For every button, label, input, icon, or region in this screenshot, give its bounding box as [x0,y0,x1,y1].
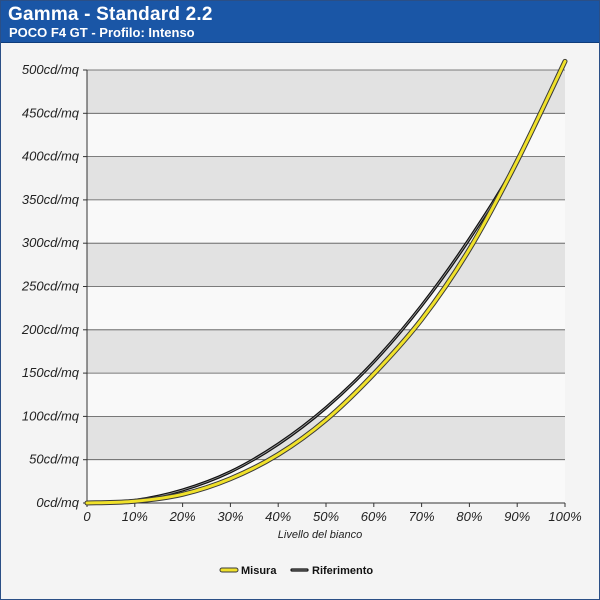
grid-band [87,243,565,287]
y-tick-label: 150cd/mq [22,365,80,380]
x-tick-label: 30% [217,509,243,524]
grid-band [87,416,565,460]
series-line-misura [85,59,567,505]
x-tick-label: 60% [361,509,387,524]
y-tick-label: 400cd/mq [22,149,80,164]
legend-label-misura: Misura [241,565,277,577]
grid-band [87,70,565,114]
y-tick-label: 0cd/mq [36,495,79,510]
y-tick-label: 200cd/mq [21,322,80,337]
grid-band [87,329,565,374]
chart-header: Gamma - Standard 2.2 POCO F4 GT - Profil… [1,1,599,43]
x-tick-label: 50% [313,509,339,524]
y-tick-label: 500cd/mq [22,62,80,77]
y-tick-label: 250cd/mq [21,279,80,294]
grid-band [87,156,565,200]
x-tick-label: 40% [265,509,291,524]
y-tick-label: 100cd/mq [22,408,80,423]
x-tick-label: 90% [504,509,530,524]
chart-title: Gamma - Standard 2.2 [8,4,213,25]
x-tick-label: 70% [409,509,435,524]
chart-subtitle: POCO F4 GT - Profilo: Intenso [9,25,195,40]
x-axis-title: Livello del bianco [278,529,362,541]
y-tick-label: 450cd/mq [22,105,80,120]
x-tick-label: 10% [122,509,148,524]
y-tick-label: 300cd/mq [22,235,80,250]
legend-label-riferimento: Riferimento [312,565,373,577]
y-tick-label: 50cd/mq [29,452,80,467]
x-tick-label: 20% [169,509,196,524]
x-tick-label: 0 [83,509,91,524]
y-tick-label: 350cd/mq [22,192,80,207]
x-tick-label: 80% [456,509,482,524]
x-tick-label: 100% [548,509,581,524]
